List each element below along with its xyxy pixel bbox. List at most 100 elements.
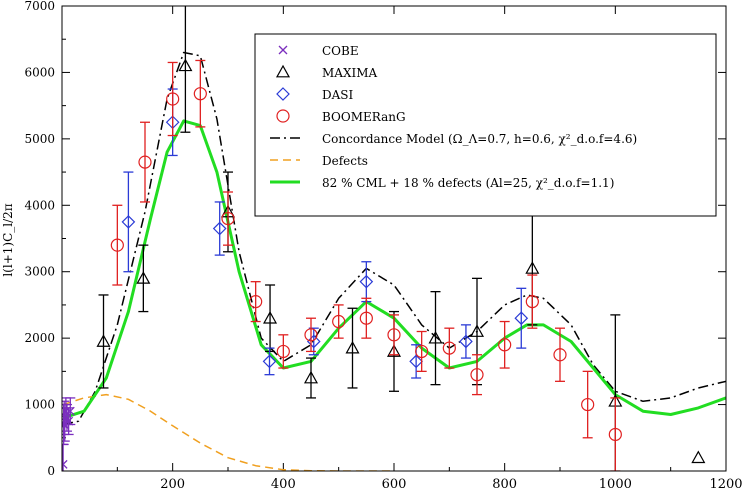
y-tick-label: 0	[47, 464, 55, 478]
boomerang-error-bar	[472, 354, 482, 396]
y-tick-label: 6000	[24, 65, 55, 79]
legend-box	[254, 33, 717, 217]
boomerang-point	[166, 92, 180, 106]
boomerang-point	[608, 427, 622, 442]
x-tick-label: 1000	[599, 477, 632, 491]
boomerang-error-bar	[333, 304, 344, 339]
maxima-error-bar	[138, 244, 149, 313]
legend-label-0: COBE	[322, 44, 359, 58]
plot-area	[62, 6, 726, 471]
boomerang-point	[249, 295, 263, 309]
legend-label-6: 82 % CML + 18 % defects (Al=25, χ²_d.o.f…	[322, 176, 614, 190]
dasi-point	[212, 221, 227, 236]
boomerang-point	[470, 368, 484, 382]
maxima-error-bar	[98, 294, 109, 389]
legend-label-2: DASI	[322, 88, 354, 102]
maxima-point	[263, 310, 278, 324]
boomerang-error-bar	[140, 121, 150, 203]
dasi-error-bar	[214, 201, 225, 256]
boomerang-point	[415, 344, 429, 359]
plot-frame	[61, 5, 727, 472]
y-axis-label: l(l+1)C_l/2π	[1, 203, 15, 276]
boomerang-error-bar	[306, 317, 316, 353]
boomerang-error-bar	[389, 314, 399, 356]
maxima-point	[525, 261, 540, 274]
dasi-point	[514, 311, 529, 326]
boomerang-point	[221, 211, 235, 226]
boomerang-point	[387, 328, 401, 342]
boomerang-point	[442, 341, 456, 355]
y-tick-label: 4000	[24, 198, 55, 212]
boomerang-point	[138, 155, 152, 169]
legend-label-5: Defects	[322, 154, 368, 168]
legend-label-4: Concordance Model (Ω_Λ=0.7, h=0.6, χ²_d.…	[322, 132, 637, 146]
maxima-point	[345, 340, 360, 354]
x-tick-label: 200	[160, 477, 185, 491]
boomerang-error-bar	[555, 327, 565, 382]
boomerang-point	[304, 328, 318, 342]
x-tick-label: 800	[492, 477, 517, 491]
boomerang-point	[110, 238, 124, 252]
dasi-point	[306, 334, 321, 349]
boomerang-error-bar	[527, 274, 538, 329]
boomerang-error-bar	[250, 281, 261, 323]
boomerang-point	[276, 344, 290, 359]
y-tick-label: 5000	[24, 132, 55, 146]
legend-label-3: BOOMERanG	[322, 110, 406, 124]
dasi-error-bar	[264, 347, 275, 376]
boomerang-point	[581, 397, 595, 412]
tick-labels: 200 400 600 800 1000 1200 0 1000 2000 3000 4000 500…	[24, 0, 742, 491]
boomerang-error-bar	[416, 330, 427, 373]
boomerang-error-bar	[444, 327, 455, 369]
maxima-point	[303, 370, 319, 384]
maxima-error-bar	[347, 307, 358, 389]
x-tick-label: 400	[271, 477, 296, 491]
y-tick-label: 7000	[24, 0, 55, 13]
boomerang-error-bar	[195, 59, 206, 128]
boomerang-error-bar	[278, 334, 289, 369]
boomerang-error-bar	[112, 204, 123, 286]
maxima-error-bar	[430, 290, 441, 386]
dasi-error-bar	[123, 171, 134, 273]
boomerang-point	[553, 348, 567, 362]
dasi-point	[409, 354, 423, 369]
boomerang-point	[525, 295, 539, 309]
maxima-error-bar	[180, 6, 191, 133]
maxima-point	[469, 324, 485, 337]
maxima-point	[178, 58, 193, 72]
dasi-point	[359, 274, 374, 289]
dasi-point	[459, 334, 473, 349]
maxima-point	[386, 344, 402, 357]
cobe-point	[65, 406, 75, 416]
x-tick-label: 1200	[709, 477, 742, 491]
maxima-point	[96, 334, 111, 347]
legend-label-1: MAXIMA	[322, 66, 378, 80]
maxima-point	[136, 271, 151, 284]
boomerang-point	[359, 311, 373, 325]
x-tick-label: 600	[382, 477, 407, 491]
legend-marker-1	[275, 64, 291, 78]
cobe-point	[64, 416, 74, 426]
boomerang-error-bar	[499, 320, 510, 369]
y-tick-label: 2000	[24, 331, 55, 345]
dasi-point	[121, 215, 136, 229]
cobe-point	[62, 459, 68, 469]
maxima-error-bar	[306, 357, 316, 399]
boomerang-point	[193, 87, 207, 101]
y-tick-label: 3000	[24, 265, 55, 279]
boomerang-point	[498, 338, 512, 352]
legend-marker-3	[276, 109, 290, 123]
boomerang-error-bar	[223, 191, 233, 246]
boomerang-point	[332, 314, 346, 329]
boomerang-error-bar	[610, 397, 621, 471]
dasi-error-bar	[516, 287, 527, 349]
dasi-error-bar	[361, 261, 372, 303]
maxima-point	[691, 450, 706, 464]
dasi-point	[262, 354, 277, 369]
boomerang-error-bar	[167, 61, 178, 137]
legend-marker-0	[278, 45, 288, 55]
dasi-error-bar	[460, 324, 471, 359]
legend: COBE MAXIMA DASI BOOMERanG Concordance Model…	[254, 33, 717, 217]
boomerang-error-bar	[361, 297, 372, 339]
boomerang-error-bar	[582, 370, 593, 439]
